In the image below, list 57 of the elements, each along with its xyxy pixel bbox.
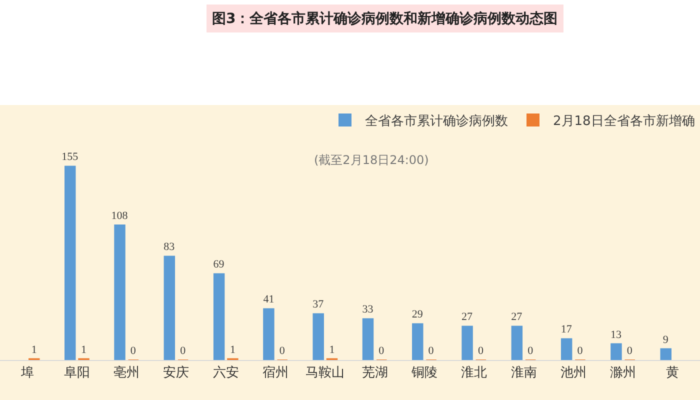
bar bbox=[462, 326, 473, 360]
data-label: 29 bbox=[412, 308, 424, 321]
data-label: 1 bbox=[329, 344, 335, 356]
x-tick-label: 亳州 bbox=[114, 364, 140, 381]
bar bbox=[312, 313, 324, 360]
bar bbox=[213, 273, 225, 360]
data-label: 27 bbox=[462, 311, 474, 324]
x-tick-label: 阜阳 bbox=[64, 366, 90, 381]
legend-label: 全省各市累计确诊病例数 bbox=[365, 114, 508, 130]
legend-label: 2月18日全省各市新增确 bbox=[553, 114, 695, 130]
bar bbox=[114, 224, 126, 360]
bar bbox=[511, 326, 523, 360]
x-tick-label: 宿州 bbox=[262, 364, 289, 381]
data-label: 83 bbox=[164, 241, 176, 254]
data-label: 0 bbox=[378, 345, 385, 357]
data-label: 13 bbox=[610, 328, 622, 341]
data-label: 0 bbox=[180, 345, 186, 357]
bar bbox=[64, 166, 76, 360]
bar bbox=[362, 318, 374, 360]
bar bbox=[560, 338, 572, 360]
x-tick-label: 淮南 bbox=[510, 366, 537, 381]
data-label: 0 bbox=[279, 345, 286, 357]
data-label: 0 bbox=[626, 345, 633, 357]
x-tick-label: 六安 bbox=[212, 364, 239, 381]
data-label: 1 bbox=[81, 344, 87, 356]
x-tick-label: 马鞍山 bbox=[306, 366, 345, 381]
x-tick-label: 淮北 bbox=[461, 366, 488, 381]
data-label: 0 bbox=[577, 345, 584, 357]
data-label: 69 bbox=[213, 258, 225, 271]
bar bbox=[660, 348, 672, 360]
data-label: 17 bbox=[560, 324, 572, 336]
x-tick-label: 黄 bbox=[666, 366, 680, 381]
data-label: 37 bbox=[312, 298, 324, 311]
bar bbox=[164, 256, 176, 360]
x-tick-label: 埠 bbox=[20, 366, 34, 381]
data-label: 155 bbox=[62, 151, 79, 164]
data-label: 108 bbox=[111, 210, 128, 222]
data-label: 0 bbox=[478, 345, 484, 357]
bar bbox=[610, 343, 622, 360]
data-label: 41 bbox=[263, 294, 274, 306]
data-label: 0 bbox=[528, 345, 534, 357]
x-tick-label: 滁州 bbox=[610, 366, 636, 381]
chart-subtitle: (截至2月18日24:00) bbox=[314, 153, 429, 167]
data-label: 0 bbox=[428, 345, 434, 357]
chart-title: 图3：全省各市累计确诊病例数和新增确诊病例数动态图 bbox=[212, 10, 558, 27]
bar bbox=[263, 308, 274, 360]
x-tick-label: 芜湖 bbox=[362, 366, 388, 381]
x-tick-label: 铜陵 bbox=[410, 366, 438, 381]
data-label: 1 bbox=[230, 344, 236, 356]
data-label: 9 bbox=[662, 334, 669, 346]
bar bbox=[412, 323, 424, 360]
x-tick-label: 池州 bbox=[560, 366, 586, 381]
x-tick-label: 安庆 bbox=[163, 364, 190, 381]
data-label: 1 bbox=[31, 344, 37, 356]
data-label: 27 bbox=[511, 311, 523, 324]
data-label: 0 bbox=[130, 345, 136, 357]
data-label: 33 bbox=[362, 304, 374, 316]
